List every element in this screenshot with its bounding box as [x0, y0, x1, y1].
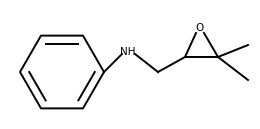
Text: NH: NH	[120, 47, 136, 57]
Text: O: O	[196, 23, 204, 33]
